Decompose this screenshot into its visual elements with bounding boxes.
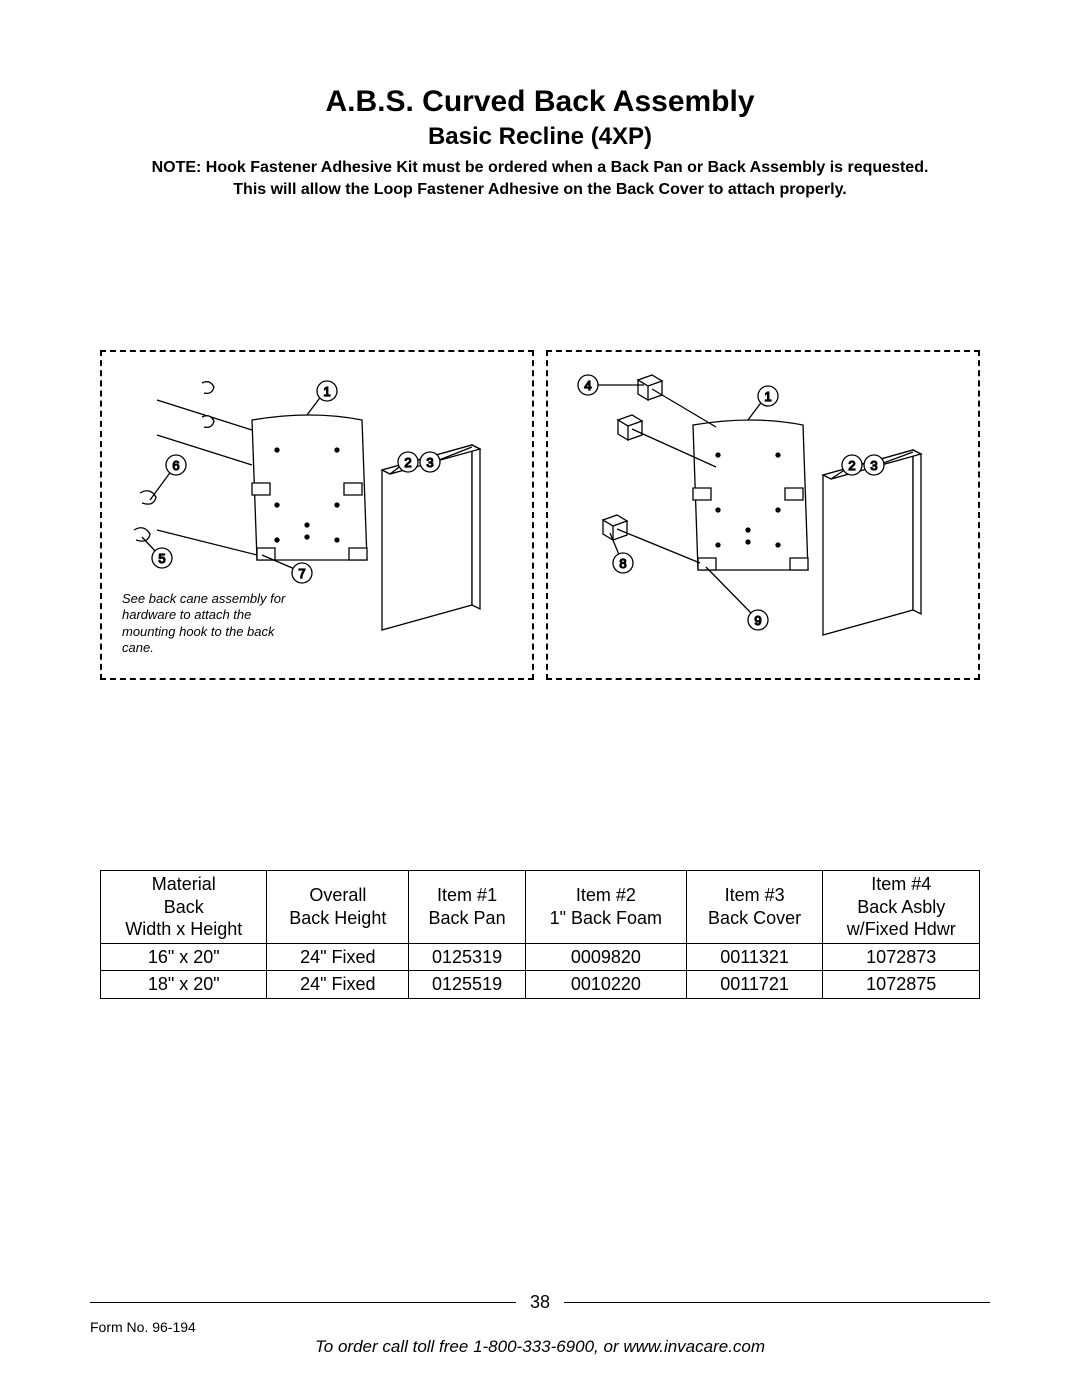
diagram-left-panel: 1 2 3 5 6 <box>100 350 534 680</box>
callout-1: 1 <box>323 384 330 399</box>
col-overall: Overall Back Height <box>267 871 409 944</box>
callout-7: 7 <box>298 566 305 581</box>
col-material: Material Back Width x Height <box>101 871 267 944</box>
cell: 16" x 20" <box>101 943 267 971</box>
callout-2: 2 <box>404 455 411 470</box>
callout-6: 6 <box>172 458 179 473</box>
note-line-2: This will allow the Loop Fastener Adhesi… <box>100 179 980 201</box>
page-title: A.B.S. Curved Back Assembly <box>90 85 990 119</box>
table-header-row: Material Back Width x Height Overall Bac… <box>101 871 980 944</box>
order-line: To order call toll free 1-800-333-6900, … <box>90 1337 990 1357</box>
form-number: Form No. 96-194 <box>90 1319 990 1335</box>
footer-rule-left <box>90 1302 516 1304</box>
cell: 0010220 <box>525 971 686 999</box>
page-number: 38 <box>530 1292 550 1313</box>
parts-table: Material Back Width x Height Overall Bac… <box>100 870 980 999</box>
see-back-cane-note: See back cane assembly for hardware to a… <box>122 591 292 656</box>
callout-3: 3 <box>426 455 433 470</box>
cell: 1072873 <box>823 943 980 971</box>
page-subtitle: Basic Recline (4XP) <box>90 123 990 151</box>
note-line-1: NOTE: Hook Fastener Adhesive Kit must be… <box>100 157 980 179</box>
cell: 0125519 <box>409 971 526 999</box>
callout-r9: 9 <box>754 613 761 628</box>
callout-r3: 3 <box>870 458 877 473</box>
cell: 18" x 20" <box>101 971 267 999</box>
page-number-row: 38 <box>90 1292 990 1313</box>
col-item3: Item #3 Back Cover <box>686 871 823 944</box>
cell: 0011321 <box>686 943 823 971</box>
cell: 0009820 <box>525 943 686 971</box>
page-footer: 38 Form No. 96-194 To order call toll fr… <box>90 1292 990 1357</box>
callout-5: 5 <box>158 551 165 566</box>
cell: 0125319 <box>409 943 526 971</box>
col-item2: Item #2 1" Back Foam <box>525 871 686 944</box>
callout-r8: 8 <box>619 556 626 571</box>
col-item4: Item #4 Back Asbly w/Fixed Hdwr <box>823 871 980 944</box>
note-block: NOTE: Hook Fastener Adhesive Kit must be… <box>100 157 980 200</box>
callout-r1: 1 <box>764 389 771 404</box>
cell: 0011721 <box>686 971 823 999</box>
cell: 24" Fixed <box>267 943 409 971</box>
page: A.B.S. Curved Back Assembly Basic Reclin… <box>0 0 1080 1397</box>
table-row: 18" x 20" 24" Fixed 0125519 0010220 0011… <box>101 971 980 999</box>
diagram-container: 1 2 3 5 6 <box>100 350 980 680</box>
diagram-right-panel: 1 2 3 4 8 <box>546 350 980 680</box>
col-item1: Item #1 Back Pan <box>409 871 526 944</box>
cell: 24" Fixed <box>267 971 409 999</box>
footer-rule-right <box>564 1302 990 1304</box>
callout-r2: 2 <box>848 458 855 473</box>
callout-r4: 4 <box>584 378 591 393</box>
diagram-right-svg: 1 2 3 4 8 <box>548 352 978 678</box>
table-row: 16" x 20" 24" Fixed 0125319 0009820 0011… <box>101 943 980 971</box>
cell: 1072875 <box>823 971 980 999</box>
